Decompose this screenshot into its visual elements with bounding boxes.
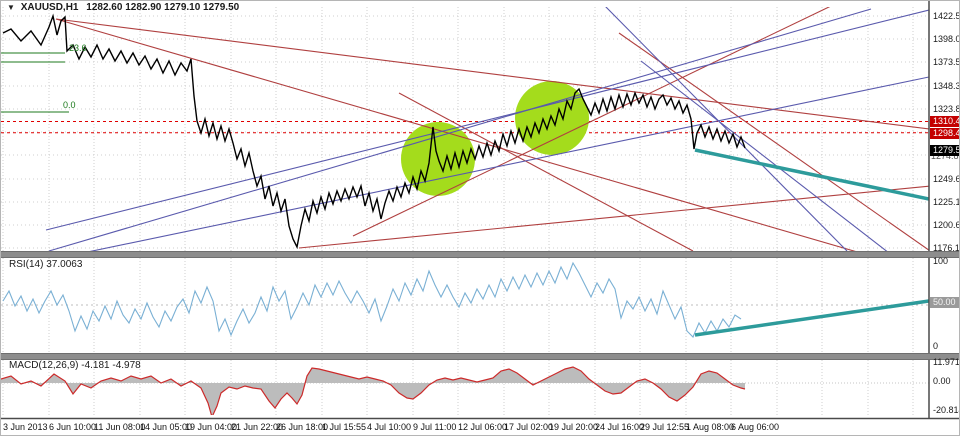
time-tick[interactable]: 1 Aug 08:00 [686, 422, 735, 432]
rsi-axis-0[interactable]: 0 [933, 341, 939, 351]
price-tick[interactable]: 1200.60 [933, 220, 959, 230]
time-tick[interactable]: 1 Jul 15:55 [322, 422, 367, 432]
price-badge-resistance-upper: 1310.41 [930, 116, 959, 127]
teal-forecast-line-rsi[interactable] [694, 299, 929, 337]
macd-axis-min[interactable]: -20.814 [933, 405, 959, 415]
time-tick[interactable]: 4 Jul 10:00 [367, 422, 412, 432]
ohlc-values: 1282.60 1282.90 1279.10 1279.50 [86, 2, 240, 13]
price-tick-partial: 1274.80 [931, 151, 959, 161]
time-tick[interactable]: 3 Jun 2013 [3, 422, 48, 432]
time-tick[interactable]: 19 Jun 04:00 [185, 422, 238, 432]
time-tick[interactable]: 11 Jun 08:00 [94, 422, 146, 432]
price-tick[interactable]: 1373.50 [933, 57, 959, 67]
chart-title: ▼ XAUUSD,H1 1282.60 1282.90 1279.10 1279… [7, 2, 239, 13]
time-tick[interactable]: 29 Jul 12:55 [640, 422, 690, 432]
chevron-down-icon[interactable]: ▼ [7, 3, 15, 12]
time-tick[interactable]: 26 Jun 18:00 [276, 422, 329, 432]
time-tick[interactable]: 14 Jun 05:00 [140, 422, 193, 432]
fib-label-upper: 23.6 [69, 43, 87, 53]
separator-rsi-macd[interactable] [1, 353, 959, 360]
price-tick[interactable]: 1422.50 [933, 11, 959, 21]
time-tick[interactable]: 17 Jul 02:00 [504, 422, 554, 432]
price-tick[interactable]: 1176.10 [933, 243, 960, 253]
rsi-axis-50-badge: 50.00 [930, 297, 959, 308]
macd-histogram[interactable] [1, 367, 745, 417]
price-tick[interactable]: 1225.10 [933, 197, 959, 207]
symbol-timeframe-label: XAUUSD,H1 [20, 2, 79, 13]
macd-signal-line[interactable] [1, 366, 746, 417]
time-tick[interactable]: 6 Jun 10:00 [49, 422, 97, 432]
time-tick[interactable]: 21 Jun 22:00 [231, 422, 284, 432]
price-tick[interactable]: 1323.80 [933, 104, 959, 114]
price-badge-resistance-lower: 1298.46 [930, 128, 959, 139]
red-trendlines[interactable] [55, 6, 960, 256]
rsi-axis-100[interactable]: 100 [933, 256, 949, 266]
rsi-label: RSI(14) 37.0063 [9, 259, 83, 270]
time-tick[interactable]: 6 Aug 06:00 [731, 422, 780, 432]
rsi-series[interactable] [2, 261, 742, 338]
macd-axis-max[interactable]: 11.971 [933, 357, 960, 367]
price-tick[interactable]: 1348.30 [933, 81, 959, 91]
teal-forecast-line-main[interactable] [694, 148, 929, 201]
price-badge-current-bid: 1279.50 [930, 145, 959, 156]
separator-main-rsi[interactable] [1, 251, 959, 258]
price-series[interactable] [2, 13, 746, 250]
time-tick[interactable]: 9 Jul 11:00 [413, 422, 457, 432]
fib-label-lower: 0.0 [63, 100, 76, 110]
time-tick[interactable]: 24 Jul 16:00 [595, 422, 645, 432]
blue-trendlines[interactable] [1, 6, 929, 270]
price-tick[interactable]: 1249.60 [933, 174, 959, 184]
price-tick[interactable]: 1398.00 [933, 34, 959, 44]
time-tick[interactable]: 12 Jul 06:00 [458, 422, 508, 432]
macd-label: MACD(12,26,9) -4.181 -4.978 [9, 360, 141, 371]
time-tick[interactable]: 19 Jul 20:00 [549, 422, 599, 432]
macd-axis-zero[interactable]: 0.00 [933, 376, 951, 386]
